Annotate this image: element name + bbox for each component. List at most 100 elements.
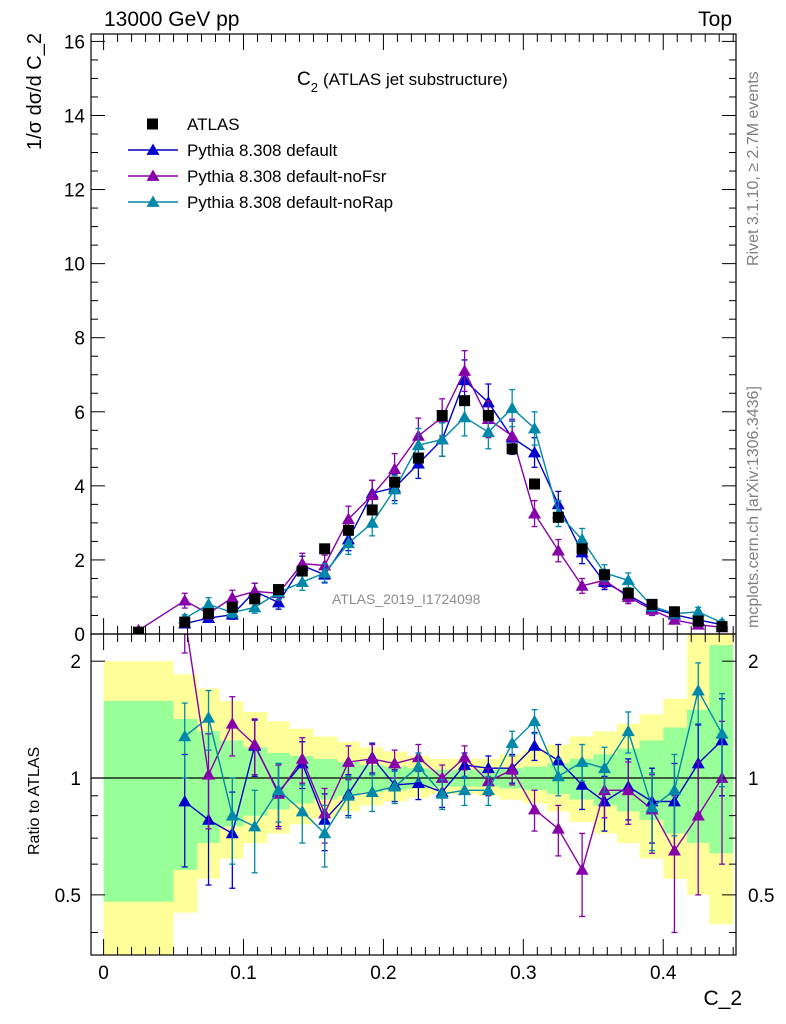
ratio-pythia-nofsr-point-21: [667, 844, 681, 856]
main-title-subscript: 2: [311, 80, 318, 95]
ratio-pythia-norap-point-6: [318, 826, 332, 839]
main-atlas-point-22: [668, 606, 680, 618]
ratio-pythia-norap-point-4: [271, 783, 285, 796]
main-atlas-point-2: [203, 608, 215, 620]
main-ytick-label-0: 0: [74, 625, 85, 646]
ratio-pythia-norap-point-2: [225, 809, 239, 821]
xtick-label-4: 0.4: [650, 963, 677, 984]
main-ytick-label-8: 16: [64, 32, 85, 53]
band-inner-24: [709, 645, 734, 854]
ratio-pythia-norap-point-19: [621, 724, 635, 737]
main-title-symbol: C: [297, 69, 311, 90]
ratio-pythia-norap-point-17: [575, 755, 589, 767]
main-atlas-point-0: [133, 626, 145, 634]
main-pythia-norap-point-13: [481, 425, 495, 438]
header-process: 13000 GeV pp: [104, 8, 240, 31]
band-inner-0: [103, 700, 174, 902]
main-pythia-nofsr-point-3: [225, 591, 239, 603]
ratio-pythia-norap-point-5: [295, 804, 309, 817]
main-pythia-nofsr-point-10: [388, 462, 402, 475]
main-pythia-norap-point-12: [458, 410, 472, 423]
main-pythia-norap-point-10: [411, 438, 425, 450]
watermark: ATLAS_2019_I1724098: [332, 591, 481, 607]
band-inner-1: [173, 718, 198, 870]
main-ytick-label-3: 6: [74, 403, 85, 424]
band-inner-21: [639, 740, 664, 820]
main-atlas-point-9: [366, 504, 378, 516]
main-pythia-nofsr-point-13: [458, 364, 472, 376]
ratio-pythia-nofsr-point-22: [691, 809, 705, 821]
legend-marker-2: [146, 169, 160, 181]
legend-label-3: Pythia 8.308 default-noRap: [187, 193, 393, 212]
xtick-label-1: 0.1: [230, 963, 256, 984]
ratio-pythia-norap-point-18: [597, 761, 611, 774]
main-pythia-norap-point-3: [248, 600, 262, 613]
main-title-suffix: (ATLAS jet substructure): [323, 70, 508, 89]
main-atlas-point-21: [646, 598, 658, 610]
xtick-label-3: 0.3: [510, 963, 536, 984]
main-pythia-default-point-15: [528, 446, 542, 458]
ratio-pythia-nofsr-point-2: [225, 717, 239, 729]
header-observable: Top: [698, 8, 732, 31]
legend-marker-1: [146, 143, 160, 155]
ratio-pythia-nofsr-point-16: [551, 822, 565, 834]
ratio-pythia-norap-point-21: [667, 783, 681, 796]
main-atlas-point-5: [272, 584, 284, 596]
main-pythia-norap-point-8: [365, 516, 379, 528]
ratio-pythia-norap-point-20: [645, 800, 659, 813]
main-pythia-norap-point-1: [202, 597, 216, 610]
main-atlas-point-23: [692, 615, 704, 627]
x-axis-label: C_2: [703, 987, 742, 1010]
main-atlas-point-7: [319, 543, 331, 555]
main-pythia-nofsr-point-15: [505, 429, 519, 441]
ratio-pythia-norap-line: [184, 688, 723, 835]
legend-label-0: ATLAS: [187, 115, 240, 134]
main-ytick-label-6: 12: [64, 181, 85, 202]
ratio-pythia-norap-point-9: [388, 780, 402, 792]
ratio-pythia-default-point-13: [481, 761, 495, 774]
main-pythia-nofsr-point-9: [365, 488, 379, 500]
ratio-pythia-default-point-0: [178, 795, 192, 807]
main-pythia-norap-point-19: [621, 573, 635, 586]
main-pythia-norap-point-7: [341, 536, 355, 549]
main-atlas-point-14: [482, 409, 494, 421]
ratio-ytick-label-right-1: 1: [748, 769, 759, 790]
ratio-pythia-norap-point-1: [202, 711, 216, 723]
main-pythia-norap-point-6: [318, 566, 332, 578]
ratio-pythia-norap-point-0: [178, 729, 192, 742]
ratio-y-axis-label: Ratio to ATLAS: [26, 747, 43, 855]
main-atlas-point-1: [179, 616, 191, 628]
ratio-pythia-default-point-15: [528, 739, 542, 751]
plot-frames: [90, 33, 737, 956]
main-ytick-label-5: 10: [64, 255, 85, 276]
ratio-pythia-norap-point-10: [411, 760, 425, 772]
legend-label-2: Pythia 8.308 default-noFsr: [187, 167, 387, 186]
main-title: C2 (ATLAS jet substructure): [297, 69, 508, 95]
ratio-pythia-norap-point-14: [505, 736, 519, 749]
ratio-frame: [90, 633, 737, 956]
main-atlas-point-6: [296, 565, 308, 577]
xtick-label-0: 0: [98, 963, 109, 984]
ratio-pythia-nofsr-point-8: [365, 752, 379, 764]
ratio-pythia-norap-point-13: [481, 783, 495, 796]
legend-marker-0: [147, 118, 158, 130]
ratio-pythia-default-point-17: [575, 778, 589, 790]
main-atlas-point-20: [622, 587, 634, 599]
ratio-pythia-nofsr-point-12: [458, 750, 472, 763]
main-pythia-norap-point-14: [505, 401, 519, 413]
ratio-pythia-nofsr-point-19: [621, 783, 635, 796]
ratio-pythia-norap-point-16: [551, 769, 565, 782]
band-inner-3: [219, 740, 244, 827]
ratio-pythia-norap-point-7: [341, 789, 355, 801]
band-inner-22: [663, 727, 688, 834]
main-pythia-nofsr-point-22: [667, 613, 681, 625]
main-atlas-point-11: [412, 452, 424, 464]
main-atlas-point-10: [389, 476, 401, 488]
ratio-pythia-norap-point-12: [458, 783, 472, 796]
main-pythia-nofsr-point-18: [575, 579, 589, 591]
main-atlas-point-12: [436, 409, 448, 421]
legend-label-1: Pythia 8.308 default: [187, 141, 338, 160]
main-atlas-point-15: [506, 443, 518, 455]
ratio-pythia-default-point-10: [411, 776, 425, 789]
